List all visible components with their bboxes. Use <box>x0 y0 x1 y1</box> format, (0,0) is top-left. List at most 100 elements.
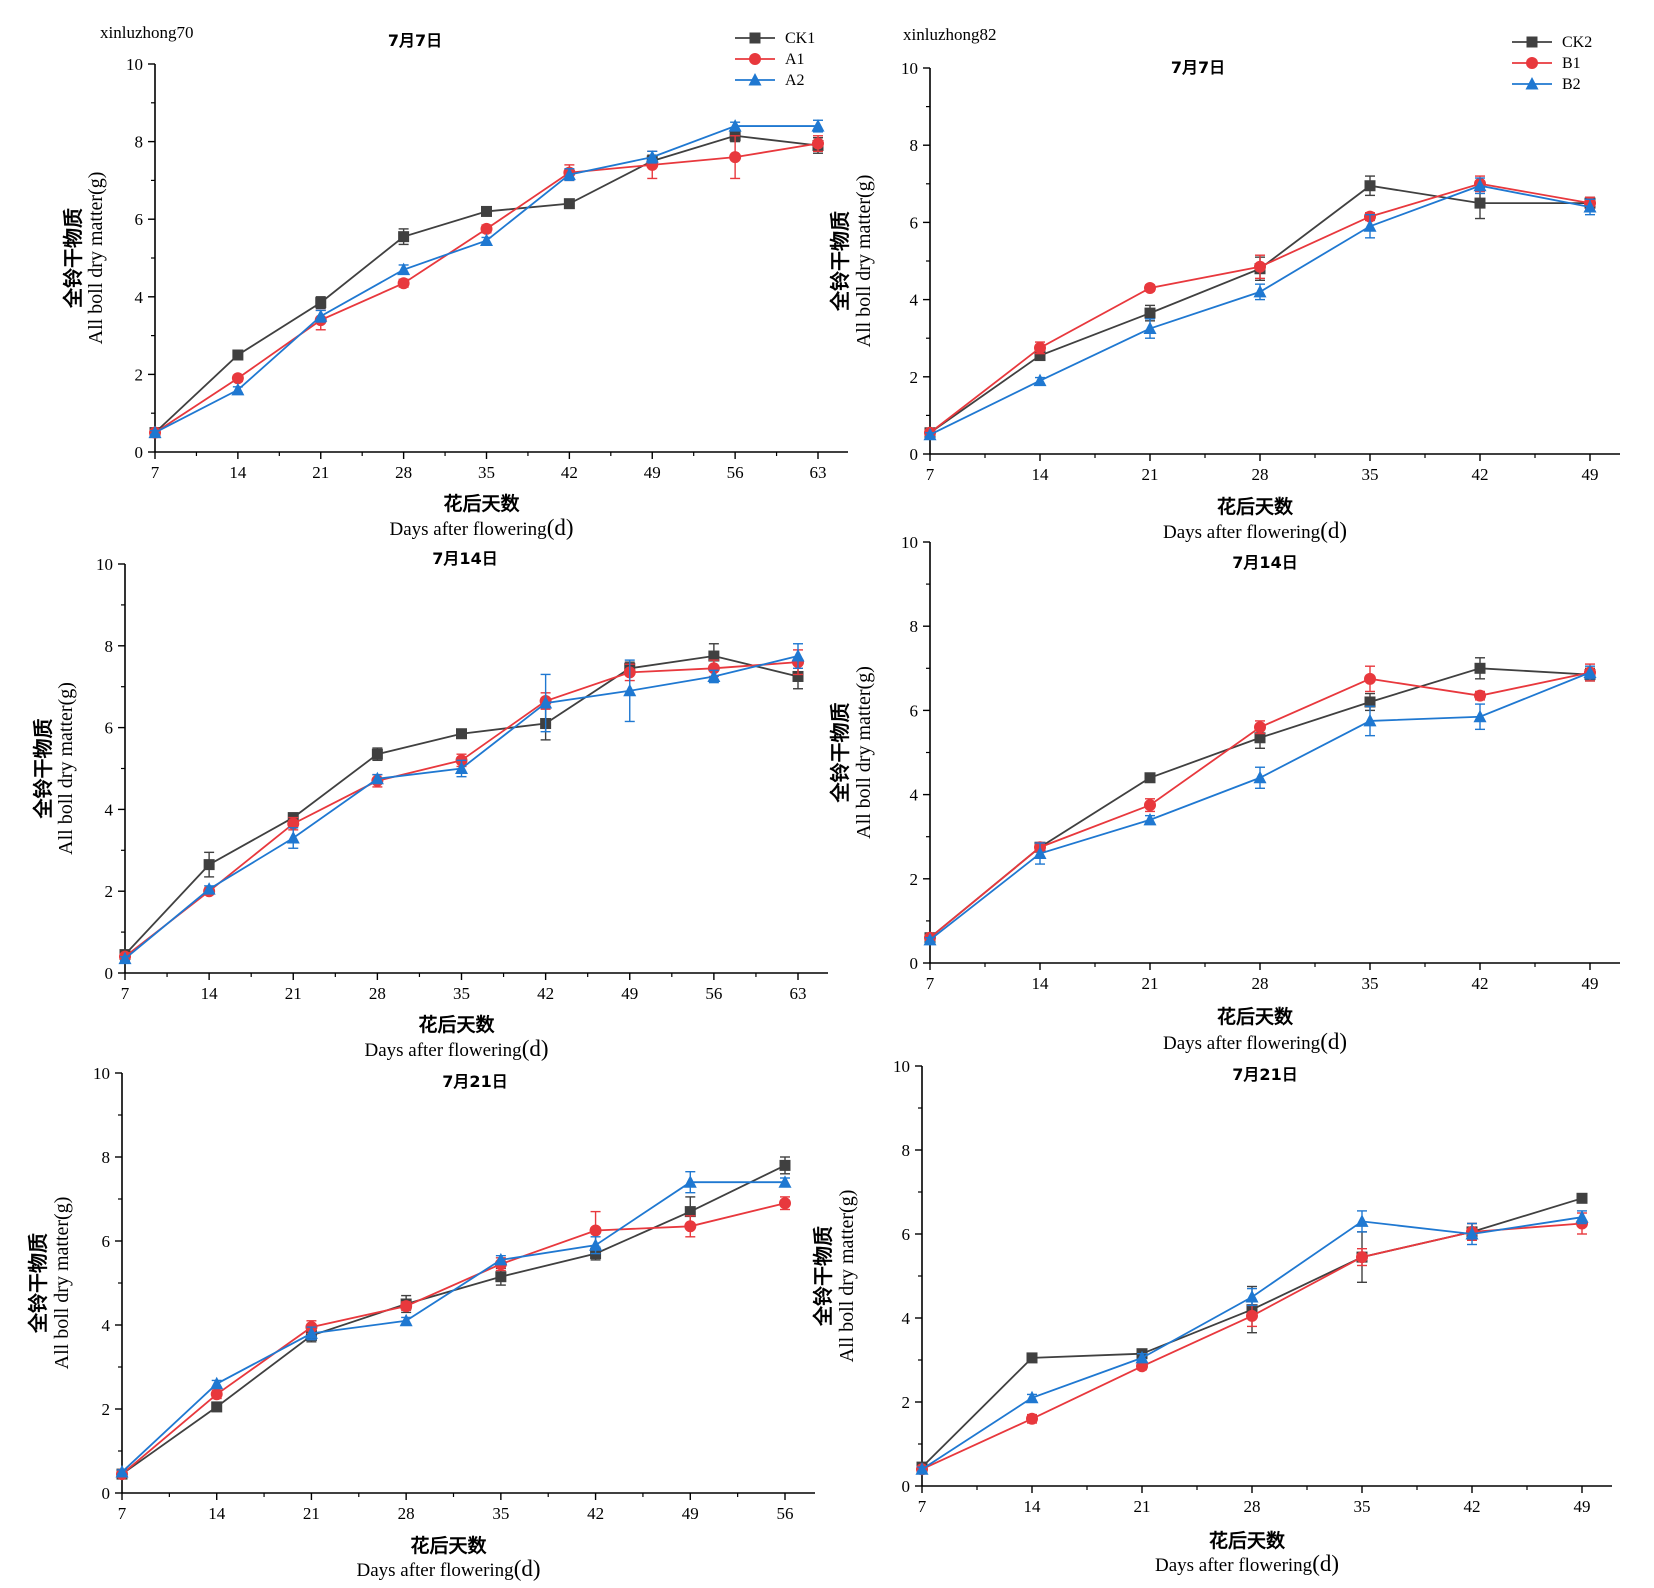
x-tick-label: 28 <box>395 463 412 482</box>
data-point <box>1583 665 1597 679</box>
x-tick-label: 63 <box>790 984 807 1003</box>
data-point <box>778 1175 792 1188</box>
data-point <box>148 425 162 439</box>
series-CK2 <box>924 657 1596 944</box>
series-B2 <box>923 665 1597 946</box>
x-tick-label: 14 <box>201 984 219 1003</box>
chart-title: 7月7日 <box>1171 58 1225 77</box>
legend-marker <box>748 73 762 86</box>
x-axis-label-cn: 花后天数 <box>418 1013 495 1036</box>
y-tick-label: 2 <box>102 1400 111 1419</box>
data-point <box>397 277 410 290</box>
data-point <box>683 1175 697 1188</box>
legend-label: CK2 <box>1562 34 1592 51</box>
data-point <box>684 1206 696 1218</box>
legend-marker <box>1526 36 1538 48</box>
y-tick-label: 2 <box>135 365 144 384</box>
data-point <box>1144 772 1156 784</box>
data-point <box>589 1238 603 1251</box>
x-tick-label: 49 <box>644 463 661 482</box>
series-line <box>929 671 1591 941</box>
y-tick-label: 4 <box>102 1316 111 1335</box>
series-line <box>121 1181 785 1473</box>
data-point <box>684 1220 697 1233</box>
data-point <box>645 150 659 163</box>
series-line <box>154 134 819 434</box>
y-axis-label-cn: 全铃干物质 <box>811 1226 835 1327</box>
data-point <box>1144 282 1156 295</box>
y-axis-label-cn: 全铃干物质 <box>26 1233 50 1334</box>
y-axis-label-cn: 全铃干物质 <box>828 703 852 804</box>
y-tick-label: 6 <box>105 719 114 738</box>
series-line <box>929 667 1591 939</box>
x-axis-label-unit: (d) <box>522 1036 549 1061</box>
data-point <box>729 151 742 164</box>
y-tick-label: 8 <box>910 617 919 636</box>
y-tick-label: 0 <box>135 443 144 462</box>
legend-marker <box>749 53 761 65</box>
data-point <box>480 222 493 235</box>
x-tick-label: 21 <box>1142 974 1159 993</box>
data-point <box>1575 1210 1589 1223</box>
data-point <box>455 761 468 774</box>
y-tick-label: 6 <box>910 701 919 720</box>
legend-label: CK1 <box>785 30 815 47</box>
data-point <box>231 382 245 396</box>
data-point <box>1026 1352 1038 1364</box>
data-point <box>480 233 493 247</box>
x-axis-label-unit: (d) <box>514 1556 541 1581</box>
x-axis-label: Days after flowering(d) <box>356 1556 540 1581</box>
x-tick-label: 35 <box>1354 1497 1371 1516</box>
data-point <box>1583 199 1597 213</box>
data-point <box>495 1271 507 1283</box>
y-tick-label: 2 <box>902 1393 911 1412</box>
x-tick-label: 28 <box>1244 1497 1261 1516</box>
data-point <box>1364 696 1376 708</box>
legend: CK2 B1 B2 <box>1512 34 1592 93</box>
series-A1 <box>116 1196 791 1481</box>
cultivar-label: xinluzhong70 <box>100 23 194 42</box>
x-tick-label: 56 <box>777 1504 794 1523</box>
x-axis-label-text: Days after flowering <box>1163 1033 1321 1054</box>
cultivar-label: xinluzhong82 <box>903 25 997 44</box>
data-point <box>779 1197 791 1210</box>
data-point <box>456 728 467 740</box>
panel-middle-left: 0 2 4 6 8 10 7 14 21 28 35 42 49 56 63 全铃干物质 All boll dr… <box>31 549 828 1061</box>
y-tick-label: 6 <box>902 1225 911 1244</box>
x-tick-label: 35 <box>453 984 470 1003</box>
x-tick-label: 63 <box>810 463 827 482</box>
series-A2 <box>115 1170 792 1478</box>
data-point <box>1246 1309 1258 1322</box>
data-point <box>1025 1390 1039 1404</box>
y-tick-label: 8 <box>910 136 919 155</box>
series-line <box>124 655 799 960</box>
y-tick-label: 2 <box>910 870 919 889</box>
data-point <box>286 831 300 844</box>
x-tick-label: 14 <box>1032 465 1050 484</box>
series-line <box>124 655 799 956</box>
x-tick-label: 42 <box>1472 465 1489 484</box>
data-point <box>1363 713 1377 727</box>
chart-title: 7月21日 <box>1232 1065 1297 1084</box>
y-tick-label: 0 <box>105 964 114 983</box>
panel-bottom-left: 0 2 4 6 8 10 7 14 21 28 35 42 49 56 全铃干物质 All boll dry … <box>26 1064 815 1581</box>
series-line <box>929 182 1591 434</box>
x-tick-label: 42 <box>587 1504 604 1523</box>
data-point <box>1144 307 1156 319</box>
data-point <box>315 297 327 309</box>
data-point <box>1355 1214 1369 1227</box>
data-point <box>1474 197 1486 209</box>
data-point <box>811 119 825 132</box>
data-point <box>287 817 300 830</box>
data-point <box>210 1376 224 1390</box>
data-point <box>1144 799 1156 812</box>
data-point <box>1253 284 1267 298</box>
x-tick-label: 49 <box>1574 1497 1591 1516</box>
series-B2 <box>915 1210 1589 1475</box>
y-tick-label: 4 <box>135 288 144 307</box>
x-tick-label: 7 <box>121 984 130 1003</box>
data-point <box>1465 1227 1479 1240</box>
y-tick-label: 4 <box>902 1309 911 1328</box>
x-tick-label: 42 <box>1472 974 1489 993</box>
data-point <box>589 1224 602 1237</box>
